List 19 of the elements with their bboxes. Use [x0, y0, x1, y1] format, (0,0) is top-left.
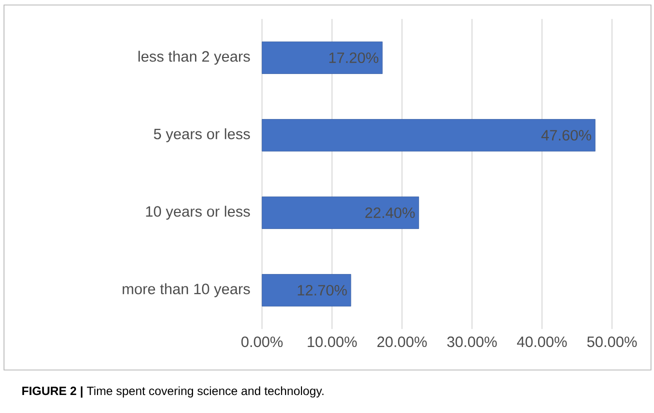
data-label: 17.20% [329, 52, 378, 64]
text: FIGURE 2 | Time spent covering science and technology. [22, 386, 324, 398]
x-tick-label: 10.00% [308, 336, 357, 348]
x-tick-label: 20.00% [377, 336, 427, 348]
x-tick-label: 50.00% [587, 336, 637, 348]
y-tick-label: 5 years or less [154, 128, 250, 142]
data-label: 12.70% [298, 284, 347, 296]
data-label: 22.40% [365, 207, 415, 218]
bar [262, 274, 352, 306]
y-tick-label: more than 10 years [122, 283, 250, 298]
x-tick-label: 40.00% [517, 336, 567, 348]
bar [262, 196, 419, 229]
x-tick-label: 30.00% [447, 336, 497, 348]
y-tick-label: less than 2 years [138, 50, 250, 65]
bar [262, 42, 383, 74]
bar [262, 119, 596, 152]
data-label: 47.60% [541, 130, 592, 141]
x-tick-label: 0.00% [241, 336, 283, 348]
y-tick-label: 10 years or less [146, 206, 250, 220]
